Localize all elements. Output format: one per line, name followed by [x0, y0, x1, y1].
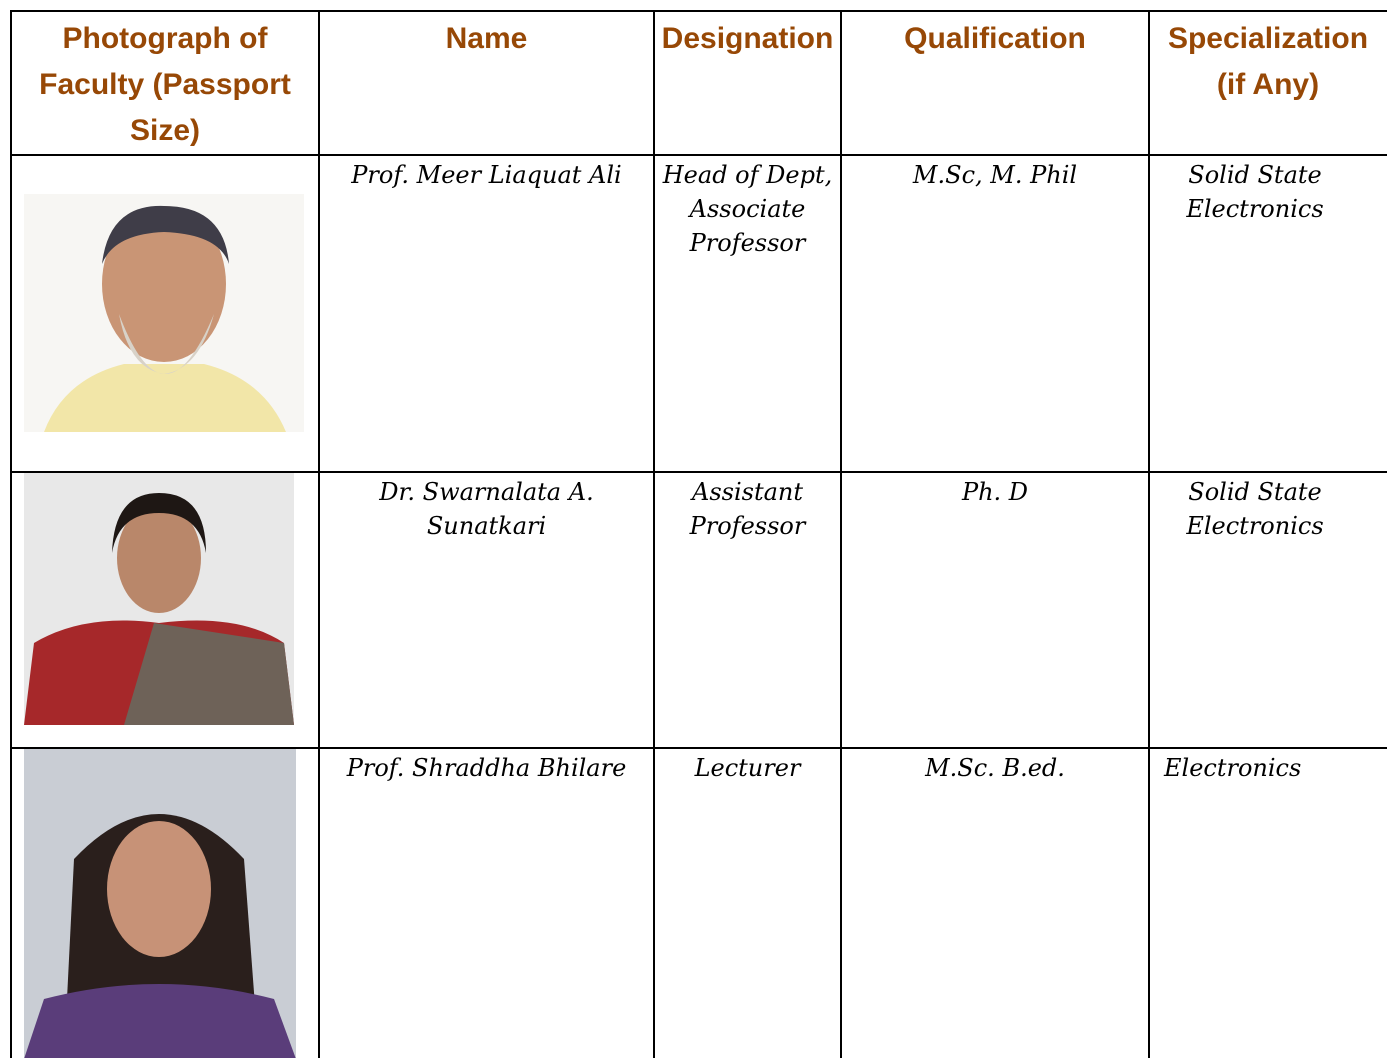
- qualification-cell: M.Sc. B.ed.: [840, 747, 1150, 1058]
- photo-cell: [10, 154, 320, 473]
- photo: [24, 473, 294, 725]
- row: Prof. Meer Liaquat Ali Head of Dept, Ass…: [10, 154, 1387, 473]
- name-cell: Prof. Shraddha Bhilare: [318, 747, 655, 1058]
- header-cell: Name: [318, 10, 655, 156]
- photo-cell: [10, 471, 320, 749]
- header-cell: Specialization (if Any): [1148, 10, 1387, 156]
- row: Dr. Swarnalata A. Sunatkari Assistant Pr…: [10, 471, 1387, 749]
- specialization-cell: Electronics: [1148, 747, 1387, 1058]
- specialization-cell: Solid State Electronics: [1148, 154, 1387, 473]
- qualification-cell: Ph. D: [840, 471, 1150, 749]
- faculty-table: Photograph of Faculty (Passport Size) Na…: [10, 10, 1387, 1058]
- name-cell: Dr. Swarnalata A. Sunatkari: [318, 471, 655, 749]
- photo: [24, 194, 304, 432]
- header-cell: Designation: [653, 10, 842, 156]
- photo: [24, 749, 296, 1058]
- row: Prof. Shraddha Bhilare Lecturer M.Sc. B.…: [10, 747, 1387, 1058]
- designation-cell: Head of Dept, Associate Professor: [653, 154, 842, 473]
- header-row: Photograph of Faculty (Passport Size) Na…: [10, 10, 1387, 156]
- header-cell: Qualification: [840, 10, 1150, 156]
- photo-cell: [10, 747, 320, 1058]
- specialization-cell: Solid State Electronics: [1148, 471, 1387, 749]
- name-cell: Prof. Meer Liaquat Ali: [318, 154, 655, 473]
- header-cell: Photograph of Faculty (Passport Size): [10, 10, 320, 156]
- designation-cell: Lecturer: [653, 747, 842, 1058]
- qualification-cell: M.Sc, M. Phil: [840, 154, 1150, 473]
- designation-cell: Assistant Professor: [653, 471, 842, 749]
